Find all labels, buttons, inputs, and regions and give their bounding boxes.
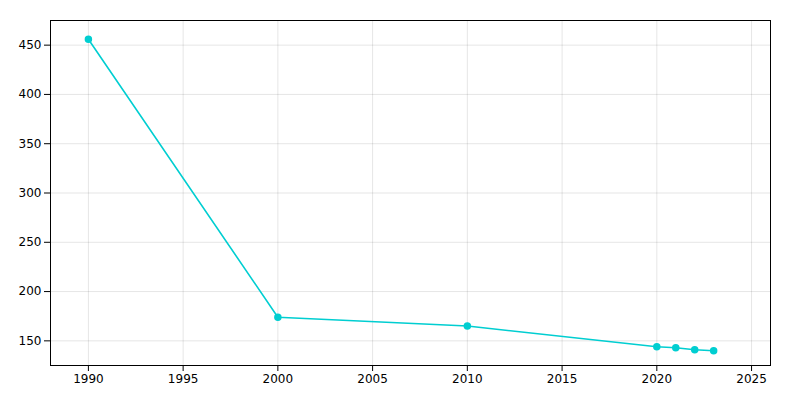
svg-text:450: 450 <box>19 38 42 52</box>
svg-text:2010: 2010 <box>452 372 483 386</box>
svg-text:2000: 2000 <box>263 372 294 386</box>
svg-text:2005: 2005 <box>357 372 388 386</box>
svg-text:300: 300 <box>19 186 42 200</box>
svg-text:350: 350 <box>19 137 42 151</box>
svg-text:250: 250 <box>19 235 42 249</box>
svg-text:1990: 1990 <box>73 372 104 386</box>
svg-text:400: 400 <box>19 87 42 101</box>
svg-text:150: 150 <box>19 334 42 348</box>
svg-text:2015: 2015 <box>547 372 578 386</box>
svg-text:200: 200 <box>19 284 42 298</box>
svg-text:2020: 2020 <box>642 372 673 386</box>
svg-text:1995: 1995 <box>168 372 199 386</box>
svg-text:2025: 2025 <box>736 372 767 386</box>
